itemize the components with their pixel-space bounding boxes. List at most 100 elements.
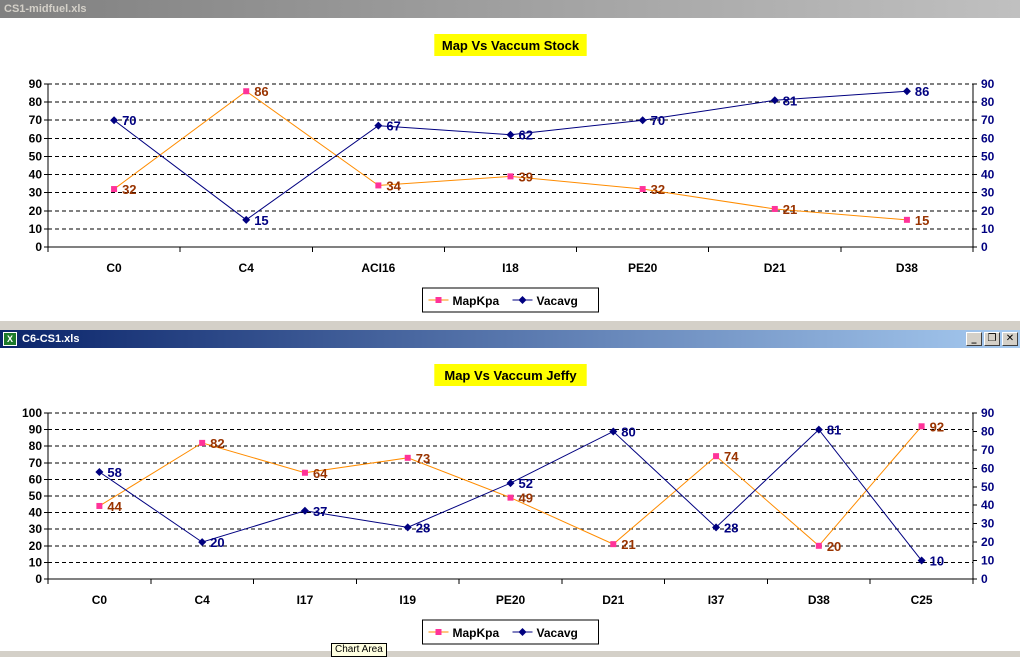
- data-point-vacavg: [712, 523, 721, 532]
- data-label-mapkpa: 34: [386, 178, 401, 193]
- data-point-mapkpa: [507, 494, 514, 501]
- y-tick-label-right: 50: [981, 480, 995, 494]
- chart-title-box: [434, 364, 587, 386]
- x-tick-label: C4: [194, 593, 210, 607]
- x-tick-label: C25: [911, 593, 933, 607]
- data-label-vacavg: 81: [827, 423, 841, 438]
- window-title-2: C6-CS1.xls: [22, 333, 80, 345]
- y-tick-label-left: 30: [29, 186, 43, 200]
- y-tick-label-right: 80: [981, 95, 995, 109]
- y-tick-label-left: 0: [35, 572, 42, 586]
- y-tick-label-right: 70: [981, 113, 995, 127]
- y-tick-label-left: 50: [29, 489, 43, 503]
- data-label-vacavg: 28: [416, 520, 430, 535]
- y-tick-label-right: 70: [981, 443, 995, 457]
- data-point-mapkpa: [111, 186, 118, 193]
- y-tick-label-left: 20: [29, 204, 43, 218]
- y-tick-label-left: 40: [29, 506, 43, 520]
- y-tick-label-right: 40: [981, 168, 995, 182]
- data-point-vacavg: [300, 506, 309, 515]
- data-label-mapkpa: 92: [930, 419, 944, 434]
- y-tick-label-left: 70: [29, 456, 43, 470]
- y-tick-label-right: 0: [981, 572, 988, 586]
- series-line-vacavg: [113, 90, 907, 221]
- window-titlebar-1[interactable]: CS1-midfuel.xls: [0, 0, 1020, 18]
- data-label-mapkpa: 49: [519, 491, 533, 506]
- y-tick-label-left: 30: [29, 522, 43, 536]
- data-label-mapkpa: 21: [621, 537, 635, 552]
- data-label-vacavg: 10: [930, 554, 944, 569]
- chart-stock[interactable]: Map Vs Vaccum Stock C0 C4 ACI16 I18 PE20 D21 D3…: [0, 18, 1020, 324]
- y-tick-label-right: 80: [981, 424, 995, 438]
- data-label-mapkpa: 74: [724, 449, 739, 464]
- data-point-vacavg: [95, 468, 104, 477]
- data-point-mapkpa: [301, 469, 308, 476]
- data-point-mapkpa: [903, 216, 910, 223]
- x-tick-label: C0: [92, 593, 108, 607]
- data-point-mapkpa: [96, 502, 103, 509]
- y-tick-label-left: 100: [22, 406, 42, 420]
- data-point-vacavg: [902, 87, 911, 96]
- y-tick-label-right: 60: [981, 131, 995, 145]
- y-tick-label-right: 20: [981, 535, 995, 549]
- legend-box: [422, 287, 599, 313]
- data-label-mapkpa: 82: [210, 436, 224, 451]
- data-point-vacavg: [814, 425, 823, 434]
- x-tick-label: PE20: [628, 261, 658, 275]
- y-tick-label-right: 10: [981, 554, 995, 568]
- data-point-vacavg: [770, 96, 779, 105]
- x-tick-label: D38: [896, 261, 918, 275]
- data-label-vacavg: 80: [621, 424, 635, 439]
- x-tick-label: D21: [764, 261, 786, 275]
- close-button[interactable]: ✕: [1002, 332, 1018, 346]
- excel-file-icon: X: [3, 332, 17, 346]
- y-tick-label-left: 60: [29, 472, 43, 486]
- data-label-mapkpa: 64: [313, 466, 328, 481]
- x-tick-label: D38: [808, 593, 830, 607]
- data-point-vacavg: [242, 215, 251, 224]
- data-label-vacavg: 52: [519, 476, 533, 491]
- data-point-mapkpa: [610, 541, 617, 548]
- data-label-vacavg: 37: [313, 504, 327, 519]
- y-tick-label-right: 60: [981, 461, 995, 475]
- data-label-mapkpa: 73: [416, 451, 430, 466]
- window-titlebar-2[interactable]: X C6-CS1.xls _ ❐ ✕: [0, 330, 1020, 348]
- minimize-button[interactable]: _: [966, 332, 982, 346]
- data-label-vacavg: 86: [915, 84, 929, 99]
- y-tick-label-left: 10: [29, 555, 43, 569]
- data-point-vacavg: [374, 121, 383, 130]
- data-point-vacavg: [110, 116, 119, 125]
- chart-jeffy[interactable]: Map Vs Vaccum Jeffy C0 C4 I17 I19 PE20 D21 I37 D…: [0, 348, 1020, 651]
- data-label-vacavg: 70: [122, 113, 136, 128]
- data-label-mapkpa: 44: [107, 499, 122, 514]
- y-tick-label-right: 30: [981, 517, 995, 531]
- workbook-window-1[interactable]: CS1-midfuel.xls Map Vs Vaccum Stock C0 C4 A…: [0, 0, 1020, 324]
- data-label-vacavg: 81: [783, 93, 797, 108]
- x-tick-label: PE20: [496, 593, 526, 607]
- data-label-vacavg: 67: [386, 119, 400, 134]
- data-label-vacavg: 62: [519, 128, 533, 143]
- data-point-mapkpa: [199, 439, 206, 446]
- x-tick-label: I19: [399, 593, 416, 607]
- y-tick-label-right: 20: [981, 204, 995, 218]
- chart-title-box: [434, 34, 587, 56]
- data-label-vacavg: 15: [254, 213, 268, 228]
- y-tick-label-right: 90: [981, 77, 995, 91]
- data-point-mapkpa: [771, 205, 778, 212]
- legend-label-mapkpa: MapKpa: [453, 294, 500, 308]
- data-label-mapkpa: 86: [254, 84, 268, 99]
- workbook-window-2[interactable]: X C6-CS1.xls _ ❐ ✕ Map Vs Vaccum Jeffy C0…: [0, 330, 1020, 651]
- data-label-mapkpa: 20: [827, 539, 841, 554]
- restore-button[interactable]: ❐: [984, 332, 1000, 346]
- data-point-mapkpa: [815, 542, 822, 549]
- data-point-vacavg: [638, 116, 647, 125]
- data-point-vacavg: [917, 556, 926, 565]
- legend-label-vacavg: Vacavg: [537, 294, 578, 308]
- data-label-mapkpa: 32: [651, 182, 665, 197]
- legend-label-vacavg: Vacavg: [537, 626, 578, 640]
- y-tick-label-left: 40: [29, 168, 43, 182]
- x-tick-label: D21: [602, 593, 624, 607]
- data-label-mapkpa: 15: [915, 213, 929, 228]
- x-tick-label: C0: [106, 261, 122, 275]
- x-tick-label: I37: [708, 593, 725, 607]
